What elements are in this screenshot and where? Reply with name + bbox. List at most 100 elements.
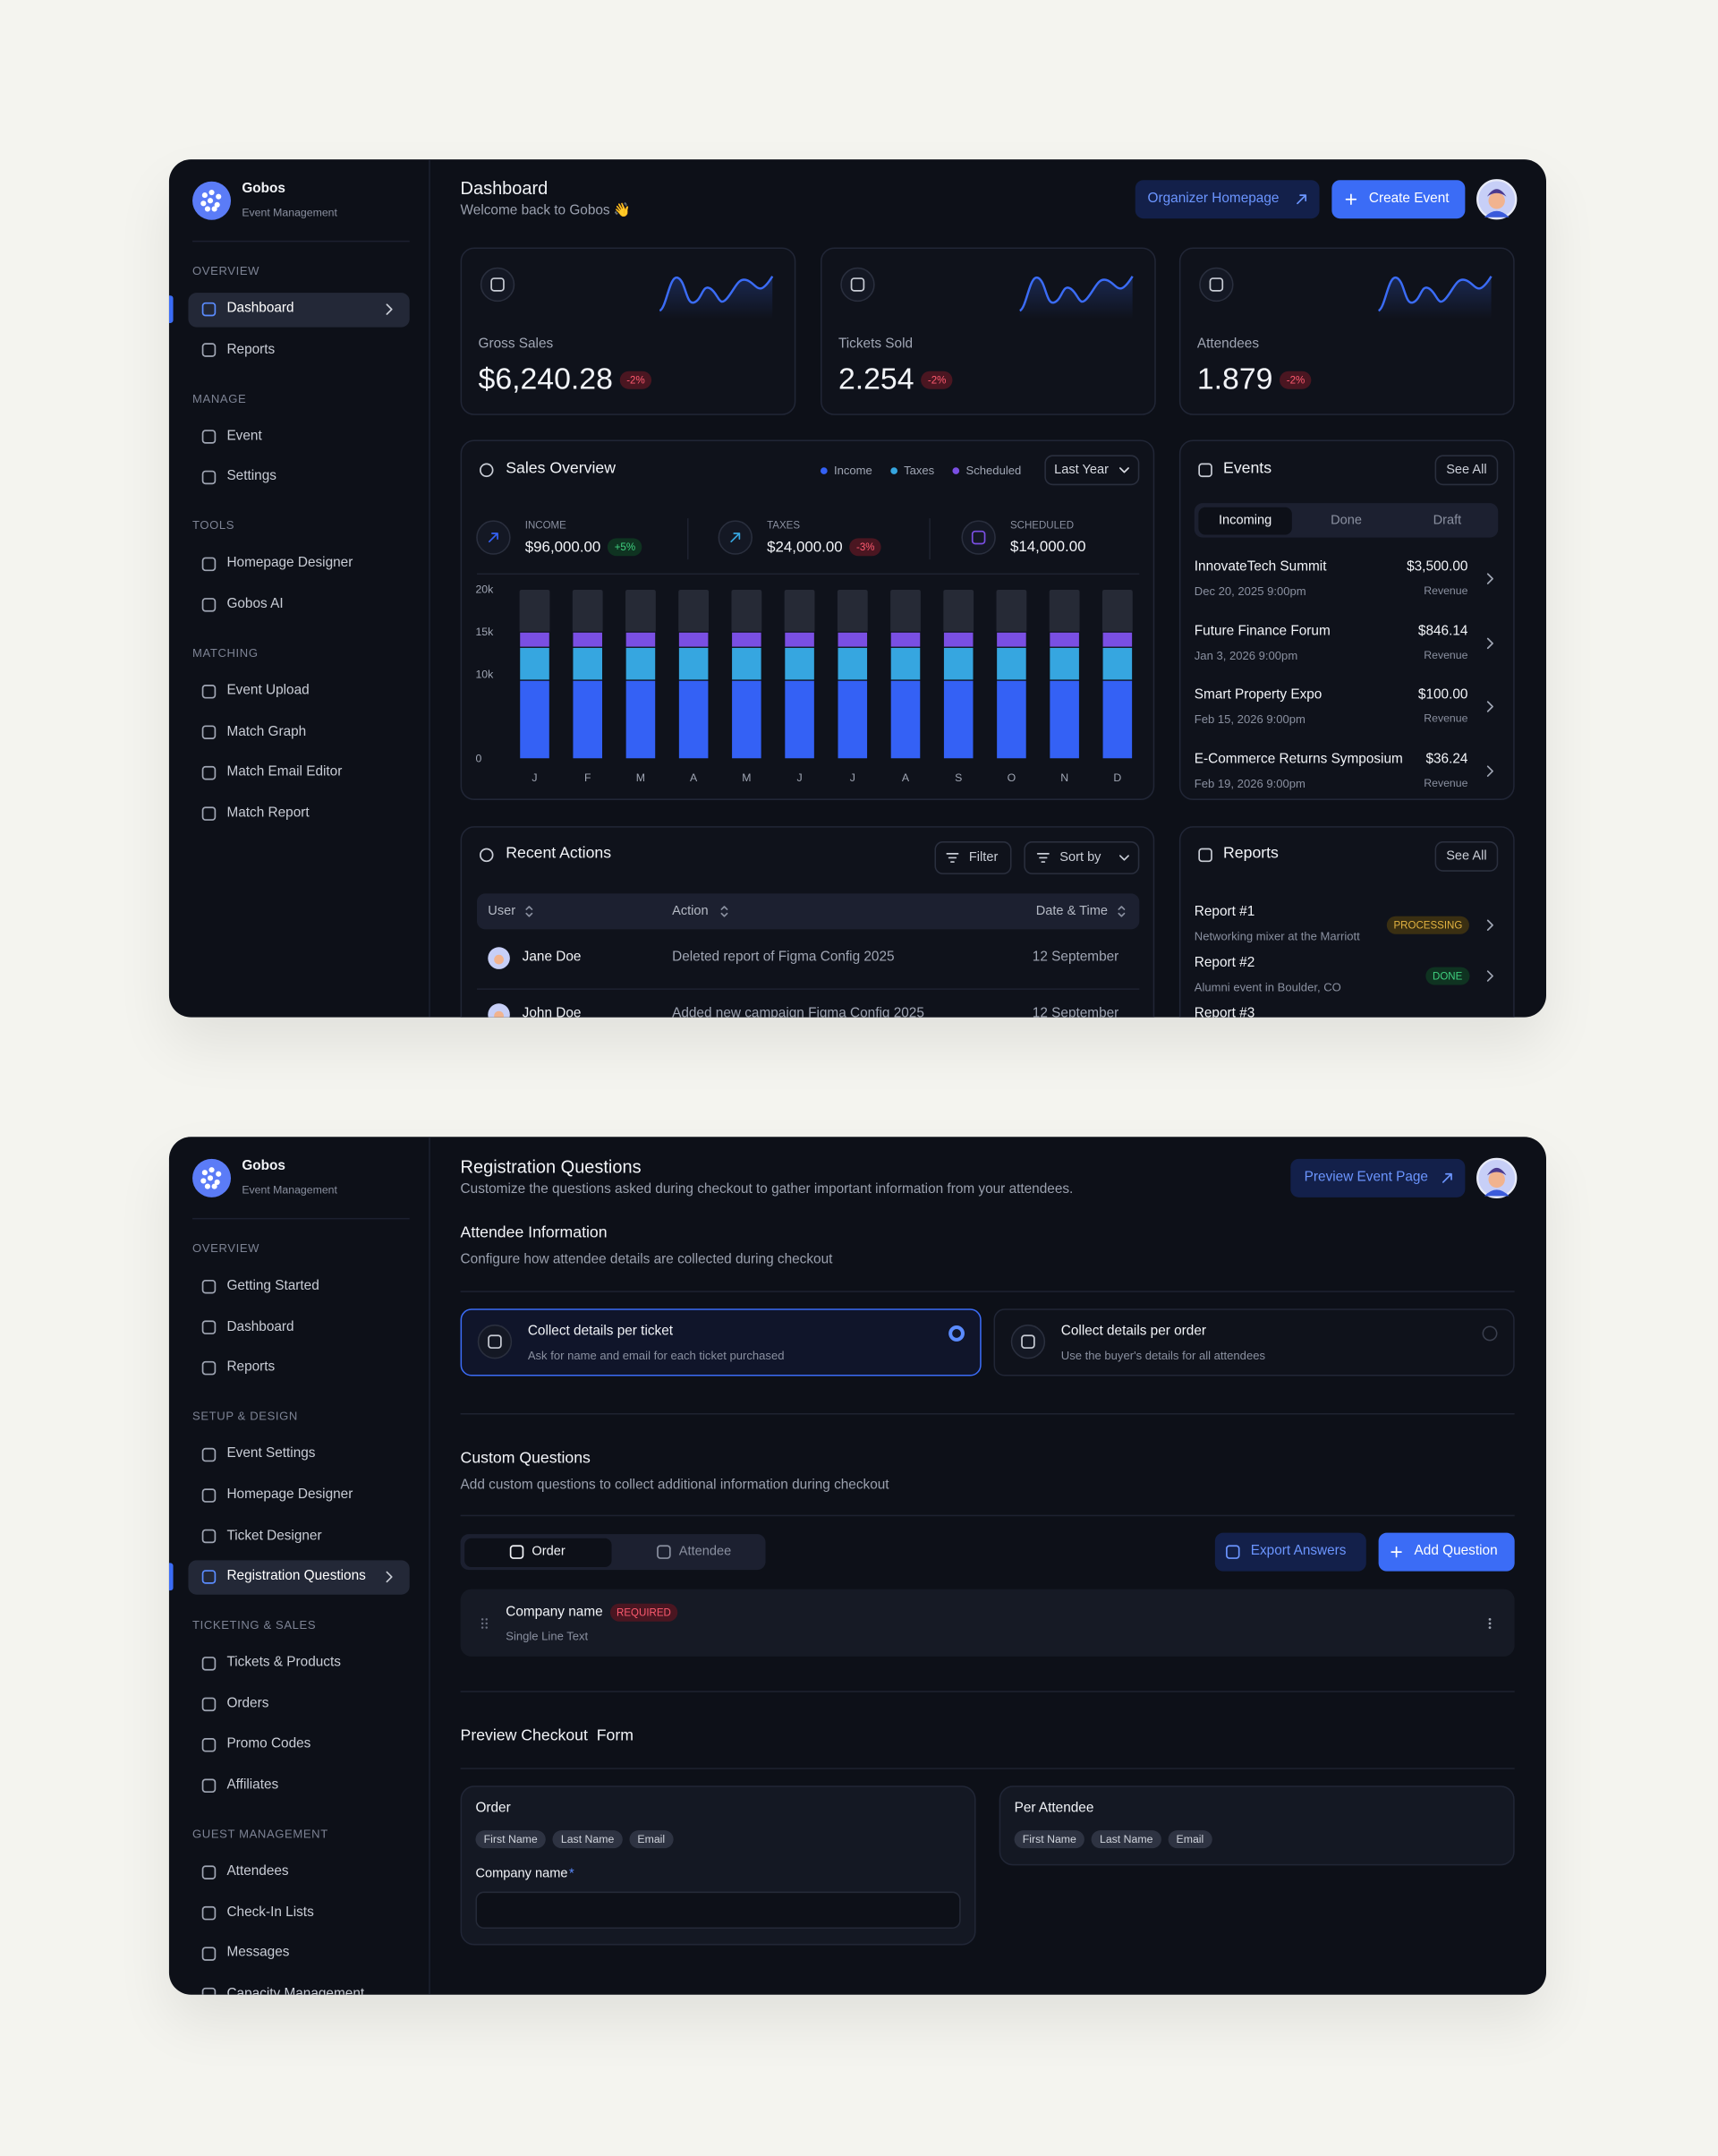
button[interactable] [1214,1532,1366,1572]
nav-item[interactable]: Ticket Designer [226,1528,322,1544]
nav-item[interactable]: Orders [226,1696,269,1712]
nav-item[interactable]: Tickets & Products [226,1655,341,1671]
button[interactable] [934,841,1012,874]
field-label-row: Company name * [475,1866,574,1881]
nav-item[interactable]: Registration Questions [226,1568,366,1584]
nav-item[interactable]: Getting Started [226,1278,319,1294]
nav-item[interactable]: Reports [226,1359,276,1376]
avatar-face [1488,1171,1505,1189]
nav-section: OVERVIEW [192,263,260,278]
button[interactable] [1434,455,1499,486]
nav-item[interactable]: Capacity Management [226,1986,365,1995]
tab-label[interactable]: Done [1331,512,1362,528]
tab-label[interactable]: Draft [1433,512,1462,528]
nav-item[interactable]: Reports [226,341,276,357]
nav-item[interactable]: Event Settings [226,1446,316,1462]
button[interactable] [1290,1158,1466,1197]
nav-section: MATCHING [192,645,259,660]
x-tick-label: A [901,771,910,784]
option-description: Use the buyer's details for all attendee… [1060,1348,1266,1363]
nav-section: TOOLS [192,518,235,533]
tab-label[interactable]: Attendee [678,1544,732,1560]
y-tick-label: 20k [475,583,494,596]
icon [201,1987,217,1995]
badge: -2% [921,370,954,388]
page-subtitle: Customize the questions asked during che… [460,1181,1074,1197]
nav-item[interactable]: Event Upload [226,683,310,699]
nav-item[interactable]: Match Graph [226,723,307,739]
nav-item[interactable]: Dashboard [226,301,294,317]
event-amount: $846.14 [1417,624,1468,640]
nav-item[interactable]: Match Report [226,805,310,821]
cell: Added new campaign Figma Config 2025 [672,1006,924,1018]
button-label[interactable]: Sort by [1059,849,1101,865]
nav-item[interactable]: Check-In Lists [226,1905,314,1921]
nav-item[interactable]: Homepage Designer [226,1487,353,1503]
button[interactable] [1024,841,1140,874]
nav-item[interactable]: Affiliates [226,1777,279,1793]
button-label[interactable]: See All [1446,462,1487,478]
nav-item[interactable]: Event [226,428,262,444]
separator [929,518,931,560]
sidebar-border [429,159,430,1018]
option-card[interactable] [460,1308,982,1376]
logo-dot [208,1167,215,1173]
tab-label[interactable]: Order [532,1544,566,1560]
avatar-hair [1486,1167,1507,1176]
x-tick-label: J [796,771,803,784]
icon [201,1529,217,1544]
text-input[interactable] [475,1891,961,1930]
dropdown-label[interactable]: Last Year [1054,462,1109,478]
nav-item[interactable]: Promo Codes [226,1736,311,1752]
y-tick-label: 15k [475,625,494,638]
logo-dot [204,206,211,212]
nav-active[interactable] [188,292,410,327]
cell: Deleted report of Figma Config 2025 [672,950,895,966]
button-label[interactable]: See All [1446,848,1487,865]
icon [201,1865,217,1879]
cell: Jane Doe [522,950,582,966]
nav-item[interactable]: Match Email Editor [226,764,343,780]
legend-dot [952,466,959,474]
legend-dot [820,466,828,474]
nav-item[interactable]: Settings [226,469,276,485]
button-label[interactable]: Organizer Homepage [1147,191,1280,207]
button-label[interactable]: Preview Event Page [1304,1170,1428,1186]
event-name: Smart Property Expo [1194,687,1323,703]
nav-item[interactable]: Messages [226,1945,290,1961]
tab-active[interactable] [1198,507,1292,534]
button-label[interactable]: Add Question [1414,1543,1498,1559]
logo-dot [207,1175,214,1181]
tab-label[interactable]: Incoming [1219,512,1272,528]
badge: -3% [849,538,882,557]
y-tick-label: 0 [475,752,482,765]
button[interactable] [1135,180,1320,219]
option-card[interactable] [993,1308,1515,1376]
kpi-label: Gross Sales [478,337,554,353]
button[interactable] [1044,455,1140,486]
nav-item[interactable]: Attendees [226,1863,289,1879]
avatar-body [1484,210,1510,217]
tab-active[interactable] [464,1538,612,1567]
nav-active[interactable] [188,1559,410,1595]
divider [460,1691,1515,1692]
icon [201,470,217,485]
chip: First Name [1014,1830,1085,1849]
badge: -2% [619,370,652,388]
legend-label: Scheduled [965,463,1022,477]
nav-item[interactable]: Gobos AI [226,596,284,612]
kpi-value-row: 1.879 -2% [1197,362,1312,397]
button[interactable] [1434,841,1499,872]
nav-item[interactable]: Homepage Designer [226,556,353,572]
page-subtitle: Welcome back to Gobos 👋 [460,203,631,219]
column-header: Date & Time [1035,903,1109,919]
button-label[interactable]: Export Answers [1250,1543,1347,1559]
summary-label: TAXES [767,518,801,532]
button-label[interactable]: Filter [968,849,999,865]
summary-value: $96,000.00 [524,539,601,556]
nav-item[interactable]: Dashboard [226,1318,294,1334]
icon [201,1738,217,1752]
y-tick-label: 10k [475,668,494,680]
page-title: Dashboard [460,177,549,199]
button-label[interactable]: Create Event [1368,191,1450,207]
